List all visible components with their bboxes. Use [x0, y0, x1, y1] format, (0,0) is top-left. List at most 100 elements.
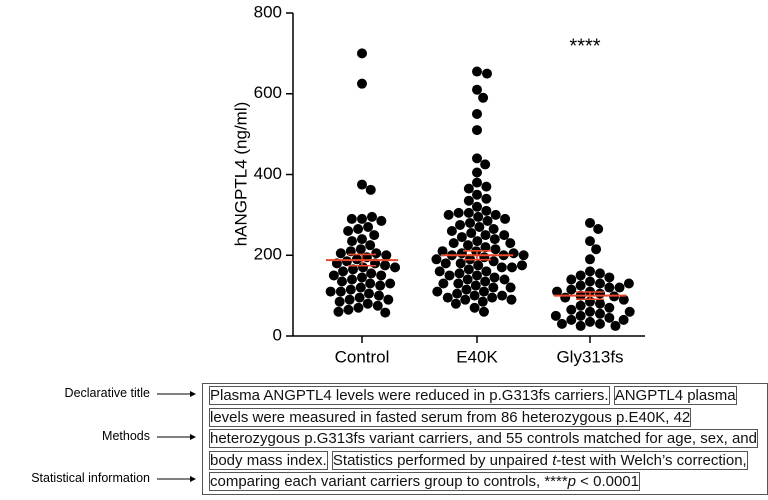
caption-text: < 0.0001	[576, 473, 639, 490]
data-point	[376, 215, 387, 226]
data-point	[337, 276, 348, 287]
data-point	[506, 262, 517, 273]
data-point	[604, 272, 615, 283]
data-point	[338, 266, 349, 277]
data-point	[472, 189, 482, 200]
data-point	[490, 209, 501, 220]
data-point	[566, 314, 577, 325]
data-point	[472, 84, 482, 95]
data-point	[488, 256, 499, 267]
y-tick-label: 200	[254, 245, 282, 264]
data-point	[463, 195, 474, 206]
data-point	[480, 276, 491, 287]
data-point	[465, 217, 476, 228]
data-point	[480, 230, 491, 241]
data-point	[346, 213, 357, 224]
data-point	[490, 244, 501, 255]
data-point	[446, 226, 457, 237]
data-point	[343, 226, 354, 237]
data-point	[328, 270, 339, 281]
data-point	[604, 282, 615, 293]
data-point	[437, 246, 448, 257]
data-point	[438, 278, 449, 289]
data-point	[472, 125, 482, 136]
data-point	[473, 260, 484, 271]
data-point	[585, 254, 595, 265]
data-point	[463, 264, 474, 275]
data-point	[358, 262, 369, 273]
data-point	[440, 258, 451, 269]
data-point	[456, 232, 467, 243]
data-point	[556, 318, 567, 329]
data-point	[477, 296, 488, 307]
caption-statistics: Statistics performed by unpaired t-test …	[209, 450, 748, 491]
significance-annotation: ****	[569, 35, 600, 57]
data-point	[348, 264, 359, 275]
data-point	[354, 292, 365, 303]
data-point	[357, 213, 367, 224]
error-bar	[463, 250, 491, 261]
data-point	[550, 310, 561, 321]
data-point	[575, 310, 586, 321]
data-point	[478, 92, 489, 103]
y-tick-label: 600	[254, 83, 282, 102]
data-point	[353, 224, 364, 235]
data-point	[347, 236, 358, 247]
data-point	[594, 318, 605, 329]
data-point	[487, 292, 498, 303]
data-point	[481, 181, 492, 192]
data-point	[575, 300, 586, 311]
data-point	[375, 280, 386, 291]
data-point	[618, 294, 629, 305]
data-point	[380, 307, 391, 318]
data-point	[325, 286, 336, 297]
data-point	[575, 280, 586, 291]
data-point	[473, 211, 484, 222]
data-point	[552, 286, 563, 297]
data-point	[357, 234, 367, 245]
data-point	[448, 238, 459, 249]
data-point	[594, 288, 605, 299]
data-point	[488, 224, 499, 235]
data-point	[333, 306, 344, 317]
data-point	[344, 294, 355, 305]
data-point	[479, 252, 490, 263]
data-point	[472, 66, 482, 77]
data-point	[472, 177, 482, 188]
data-point	[575, 270, 586, 281]
data-point	[355, 282, 366, 293]
data-point	[480, 159, 491, 170]
data-point	[585, 276, 595, 287]
data-point	[499, 274, 510, 285]
data-point	[460, 294, 471, 305]
data-point	[452, 288, 463, 299]
data-point	[585, 236, 595, 247]
data-point	[481, 68, 492, 79]
data-point	[472, 270, 482, 281]
data-point	[488, 282, 499, 293]
data-point	[376, 270, 387, 281]
data-point	[341, 256, 352, 267]
caption-title: Plasma ANGPTL4 levels were reduced in p.…	[209, 386, 610, 405]
data-point	[372, 300, 383, 311]
y-axis-label: hANGPTL4 (ng/ml)	[231, 102, 250, 247]
data-point	[365, 278, 376, 289]
x-tick-label: Gly313fs	[556, 347, 623, 366]
data-point	[353, 302, 364, 313]
data-point	[455, 258, 466, 269]
data-point	[516, 260, 527, 271]
data-point	[366, 268, 377, 279]
data-point	[472, 201, 482, 212]
data-point	[365, 184, 376, 195]
data-point	[453, 207, 464, 218]
data-point	[472, 153, 482, 164]
data-point	[594, 298, 605, 309]
x-tick-label: Control	[335, 347, 390, 366]
data-point	[585, 266, 595, 277]
data-point	[434, 266, 445, 277]
data-point	[366, 211, 377, 222]
data-point	[623, 278, 634, 289]
data-point	[474, 221, 485, 232]
y-tick-label: 0	[273, 325, 282, 344]
data-point	[453, 278, 464, 289]
